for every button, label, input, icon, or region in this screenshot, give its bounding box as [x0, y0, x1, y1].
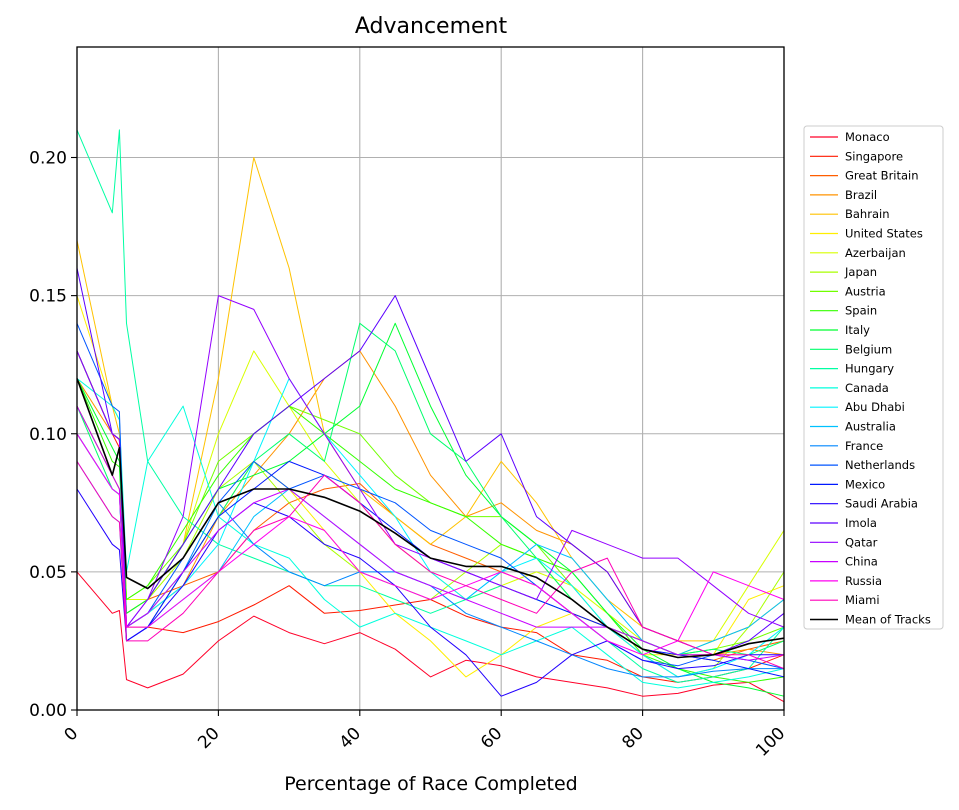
- legend: Monaco Singapore Great Britain Brazil Bahrai…: [803, 125, 944, 630]
- y-tick-label: 0.15: [29, 287, 67, 307]
- legend-label: Netherlands: [845, 458, 915, 472]
- series-line: [76, 322, 785, 656]
- legend-label: Russia: [845, 574, 882, 588]
- x-tick-label: 20: [194, 724, 223, 753]
- x-axis-label: Percentage of Race Completed: [284, 773, 578, 795]
- x-axis-ticks: 0 20 40 60 80 100: [60, 710, 789, 761]
- series-line: [76, 157, 785, 642]
- legend-label: Monaco: [845, 130, 890, 144]
- y-tick-label: 0.10: [29, 425, 67, 445]
- legend-label: Imola: [845, 516, 877, 530]
- legend-label: Abu Dhabi: [845, 400, 905, 414]
- legend-label: Japan: [844, 265, 877, 279]
- series-line: [76, 405, 785, 661]
- series-line: [76, 267, 785, 656]
- x-tick-label: 80: [618, 724, 647, 753]
- legend-label: Miami: [845, 593, 880, 607]
- legend-label: Mexico: [845, 477, 885, 491]
- x-tick-label: 60: [477, 724, 506, 753]
- x-tick-label: 100: [752, 724, 789, 761]
- plot-frame: [76, 46, 785, 711]
- chart-title: Advancement: [355, 14, 508, 39]
- legend-label: Canada: [845, 381, 889, 395]
- series-lines: [76, 129, 785, 703]
- series-line: [76, 295, 785, 678]
- y-tick-label: 0.05: [29, 563, 67, 583]
- y-tick-label: 0.00: [29, 701, 67, 721]
- legend-label: Brazil: [845, 188, 877, 202]
- series-line: [76, 378, 785, 683]
- y-axis-ticks: 0.00 0.05 0.10 0.15 0.20: [29, 149, 77, 721]
- legend-label: France: [845, 439, 883, 453]
- legend-label: China: [845, 555, 878, 569]
- legend-label: Singapore: [845, 149, 903, 163]
- legend-label: United States: [845, 227, 923, 241]
- legend-label: Great Britain: [845, 169, 919, 183]
- legend-label: Bahrain: [845, 207, 889, 221]
- x-tick-label: 40: [336, 724, 365, 753]
- series-line: [76, 433, 785, 656]
- legend-label: Hungary: [845, 362, 894, 376]
- legend-label: Australia: [845, 420, 896, 434]
- series-line: [76, 405, 785, 678]
- series-line: [76, 571, 785, 703]
- legend-label: Mean of Tracks: [845, 613, 931, 627]
- series-line: [76, 323, 785, 670]
- legend-box: [803, 125, 944, 630]
- legend-label: Italy: [845, 323, 870, 337]
- legend-label: Austria: [845, 284, 886, 298]
- legend-label: Belgium: [845, 342, 892, 356]
- series-line: [76, 378, 785, 689]
- series-line: [76, 405, 785, 661]
- legend-label: Saudi Arabia: [845, 497, 918, 511]
- series-line: [76, 488, 784, 697]
- series-line: [76, 295, 785, 628]
- series-line: [76, 129, 785, 683]
- legend-label: Spain: [845, 304, 877, 318]
- legend-label: Azerbaijan: [845, 246, 906, 260]
- series-line: [76, 378, 785, 659]
- x-tick-label: 0: [60, 724, 82, 746]
- legend-label: Qatar: [845, 535, 878, 549]
- series-line: [76, 461, 785, 670]
- y-tick-label: 0.20: [29, 149, 67, 169]
- series-line: [76, 322, 785, 697]
